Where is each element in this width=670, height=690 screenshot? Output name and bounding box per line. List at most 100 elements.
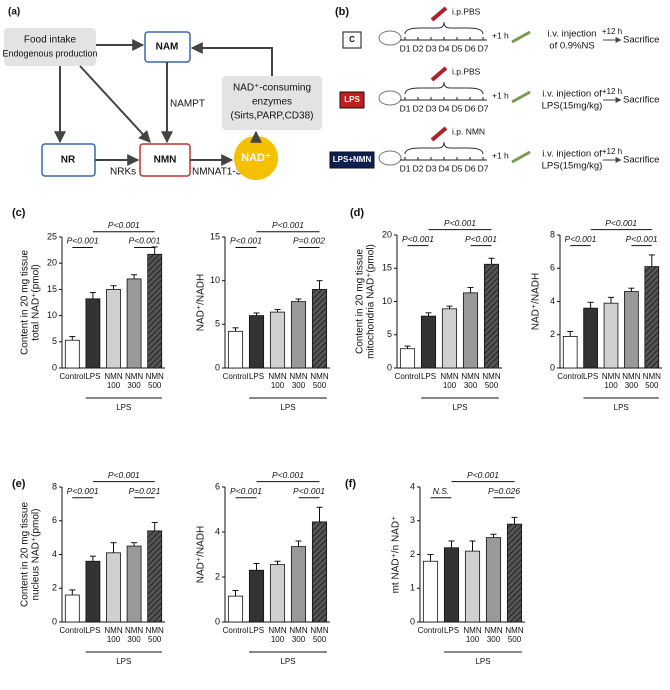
bar (290, 546, 307, 623)
day-label: D1 (400, 163, 411, 173)
x-tick-label: 300 (127, 381, 141, 390)
p-value: P<0.001 (272, 220, 304, 230)
mouse-icon (378, 150, 402, 166)
nad-text: NAD⁺ (241, 152, 271, 164)
day-label: D1 (400, 103, 411, 113)
day-label: D3 (426, 163, 437, 173)
x-tick-label: NMN (622, 372, 640, 381)
bar (126, 545, 142, 623)
x-tick-label: 100 (107, 635, 121, 644)
bar (399, 348, 416, 369)
y-tick-label: 0 (215, 616, 220, 626)
x-tick-label: LPS (583, 372, 598, 381)
syringe (430, 126, 448, 142)
syringe (511, 90, 531, 104)
enzyme-text: enzymes (252, 97, 292, 108)
day-label: D6 (465, 103, 476, 113)
bar (624, 291, 639, 369)
bar (106, 552, 121, 623)
bar (85, 560, 101, 623)
y-axis-label: Content in 20 mg tissue (20, 502, 31, 607)
y-tick-label: 0 (550, 362, 555, 372)
panel-label: (c) (12, 207, 26, 219)
group-label: LPS+NMN (333, 155, 372, 164)
y-tick-label: 20 (47, 258, 57, 268)
bar (443, 547, 460, 623)
injection-text: i.v. injection of (542, 149, 602, 160)
x-tick-label: 100 (107, 381, 121, 390)
p-value: N.S. (433, 486, 450, 496)
y-tick-label: 1 (410, 583, 415, 593)
p-value: P<0.001 (108, 220, 140, 230)
ip-label: i.p.PBS (452, 66, 481, 76)
y-tick-label: 20 (382, 229, 392, 239)
y-tick-label: 8 (550, 229, 555, 239)
y-axis-label: NAD⁺/NADH (196, 274, 207, 332)
nmnat-text: NMNAT1-3 (192, 167, 242, 178)
bar (485, 537, 502, 623)
y-tick-label: 6 (550, 263, 555, 273)
bar (420, 315, 437, 369)
y-tick-label: 0 (52, 616, 57, 626)
time-label: +1 h (492, 150, 509, 160)
bar (126, 278, 142, 369)
time-label: +1 h (492, 30, 509, 40)
x-tick-label: 500 (645, 381, 659, 390)
x-tick-label: NMN (125, 372, 143, 381)
y-axis-label: total NAD⁺(pmol) (31, 264, 42, 340)
day-label: D4 (439, 163, 450, 173)
y-tick-label: 8 (52, 481, 57, 491)
y-tick-label: 15 (382, 263, 392, 273)
y-tick-label: 2 (410, 549, 415, 559)
x-tick-label: 300 (487, 635, 501, 644)
day-label: D1 (400, 43, 411, 53)
nr-text: NR (61, 155, 76, 166)
x-tick-label: 500 (508, 635, 522, 644)
bar (147, 530, 163, 623)
group-box (342, 31, 362, 49)
x-tick-label: LPS (444, 626, 459, 635)
bar (248, 569, 265, 623)
y-tick-label: 0 (52, 362, 57, 372)
x-tick-label: 300 (625, 381, 639, 390)
y-tick-label: 5 (215, 319, 220, 329)
bar (147, 253, 163, 369)
y-tick-label: 0 (387, 362, 392, 372)
brace (404, 141, 484, 155)
x-tick-label: LPS (249, 626, 264, 635)
p-value: P<0.001 (605, 218, 637, 228)
day-label: D5 (452, 103, 463, 113)
bar (227, 595, 244, 623)
p-value: P=0.026 (488, 486, 520, 496)
x-tick-label: NMN (104, 372, 122, 381)
y-tick-label: 5 (387, 329, 392, 339)
x-tick-label: NMN (289, 372, 307, 381)
time-label: +12 h (602, 147, 622, 156)
x-tick-label: 300 (127, 635, 141, 644)
group-label: LPS (344, 95, 360, 104)
y-tick-label: 4 (52, 549, 57, 559)
mouse-icon (378, 90, 402, 106)
bar (464, 550, 481, 623)
y-tick-label: 10 (210, 275, 220, 285)
x-tick-label: 100 (271, 381, 285, 390)
x-tick-label: LPS (249, 372, 264, 381)
nam-text: NAM (156, 42, 179, 53)
x-tick-label: Control (418, 626, 444, 635)
x-tick-label: NMN (289, 626, 307, 635)
bar (441, 308, 458, 369)
x-tick-label: 500 (313, 635, 327, 644)
time-label: +1 h (492, 90, 509, 100)
y-tick-label: 2 (550, 329, 555, 339)
food-text: Food intake (24, 35, 77, 46)
bar (248, 315, 265, 369)
syringe (430, 6, 448, 22)
bar (311, 521, 328, 623)
x-tick-label: LPS (85, 372, 100, 381)
group-box (329, 151, 375, 169)
end-label: Sacrifice (623, 35, 659, 46)
food-box (4, 28, 96, 66)
y-axis-label: mt NAD⁺/n NAD⁺ (391, 516, 402, 594)
group-box (339, 91, 365, 109)
